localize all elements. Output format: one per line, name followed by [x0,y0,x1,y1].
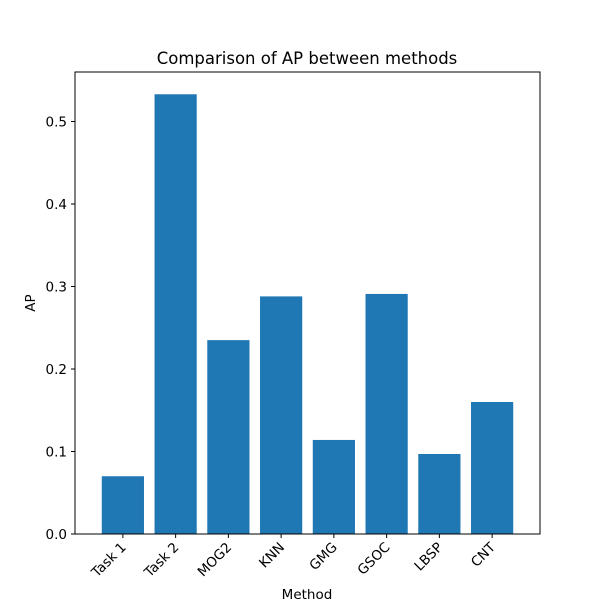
x-axis-label: Method [282,587,333,600]
x-tick-label: KNN [256,540,288,572]
x-tick-label: LBSP [411,540,446,575]
bar-mog2 [207,340,250,535]
bar-task-1 [101,476,144,534]
x-tick-label: GSOC [354,540,393,579]
bars-group [101,94,514,535]
chart-title: Comparison of AP between methods [157,49,458,68]
bar-gsoc [365,293,408,534]
bar-lbsp [418,453,461,534]
x-tick-label: Task 2 [141,540,183,582]
y-axis: 0.0 0.1 0.2 0.3 0.4 0.5 [46,115,75,543]
y-tick-label: 0.5 [46,115,67,131]
x-tick-label: CNT [468,539,499,570]
bar-knn [260,296,303,534]
bar-cnt [471,402,514,534]
x-tick-label: MOG2 [195,540,236,581]
bar-gmg [312,439,355,534]
x-tick-label: GMG [306,540,340,574]
y-axis-label: AP [23,294,39,311]
bar-task-2 [154,94,197,534]
y-tick-label: 0.3 [46,280,67,296]
y-tick-label: 0.0 [46,527,67,543]
y-tick-label: 0.4 [46,197,67,213]
x-axis: Task 1 Task 2 MOG2 KNN GMG GSOC LBSP CNT [88,534,499,582]
x-tick-label: Task 1 [88,540,130,582]
plot-frame [74,71,541,535]
y-tick-label: 0.1 [46,445,67,461]
y-tick-label: 0.2 [46,362,67,378]
